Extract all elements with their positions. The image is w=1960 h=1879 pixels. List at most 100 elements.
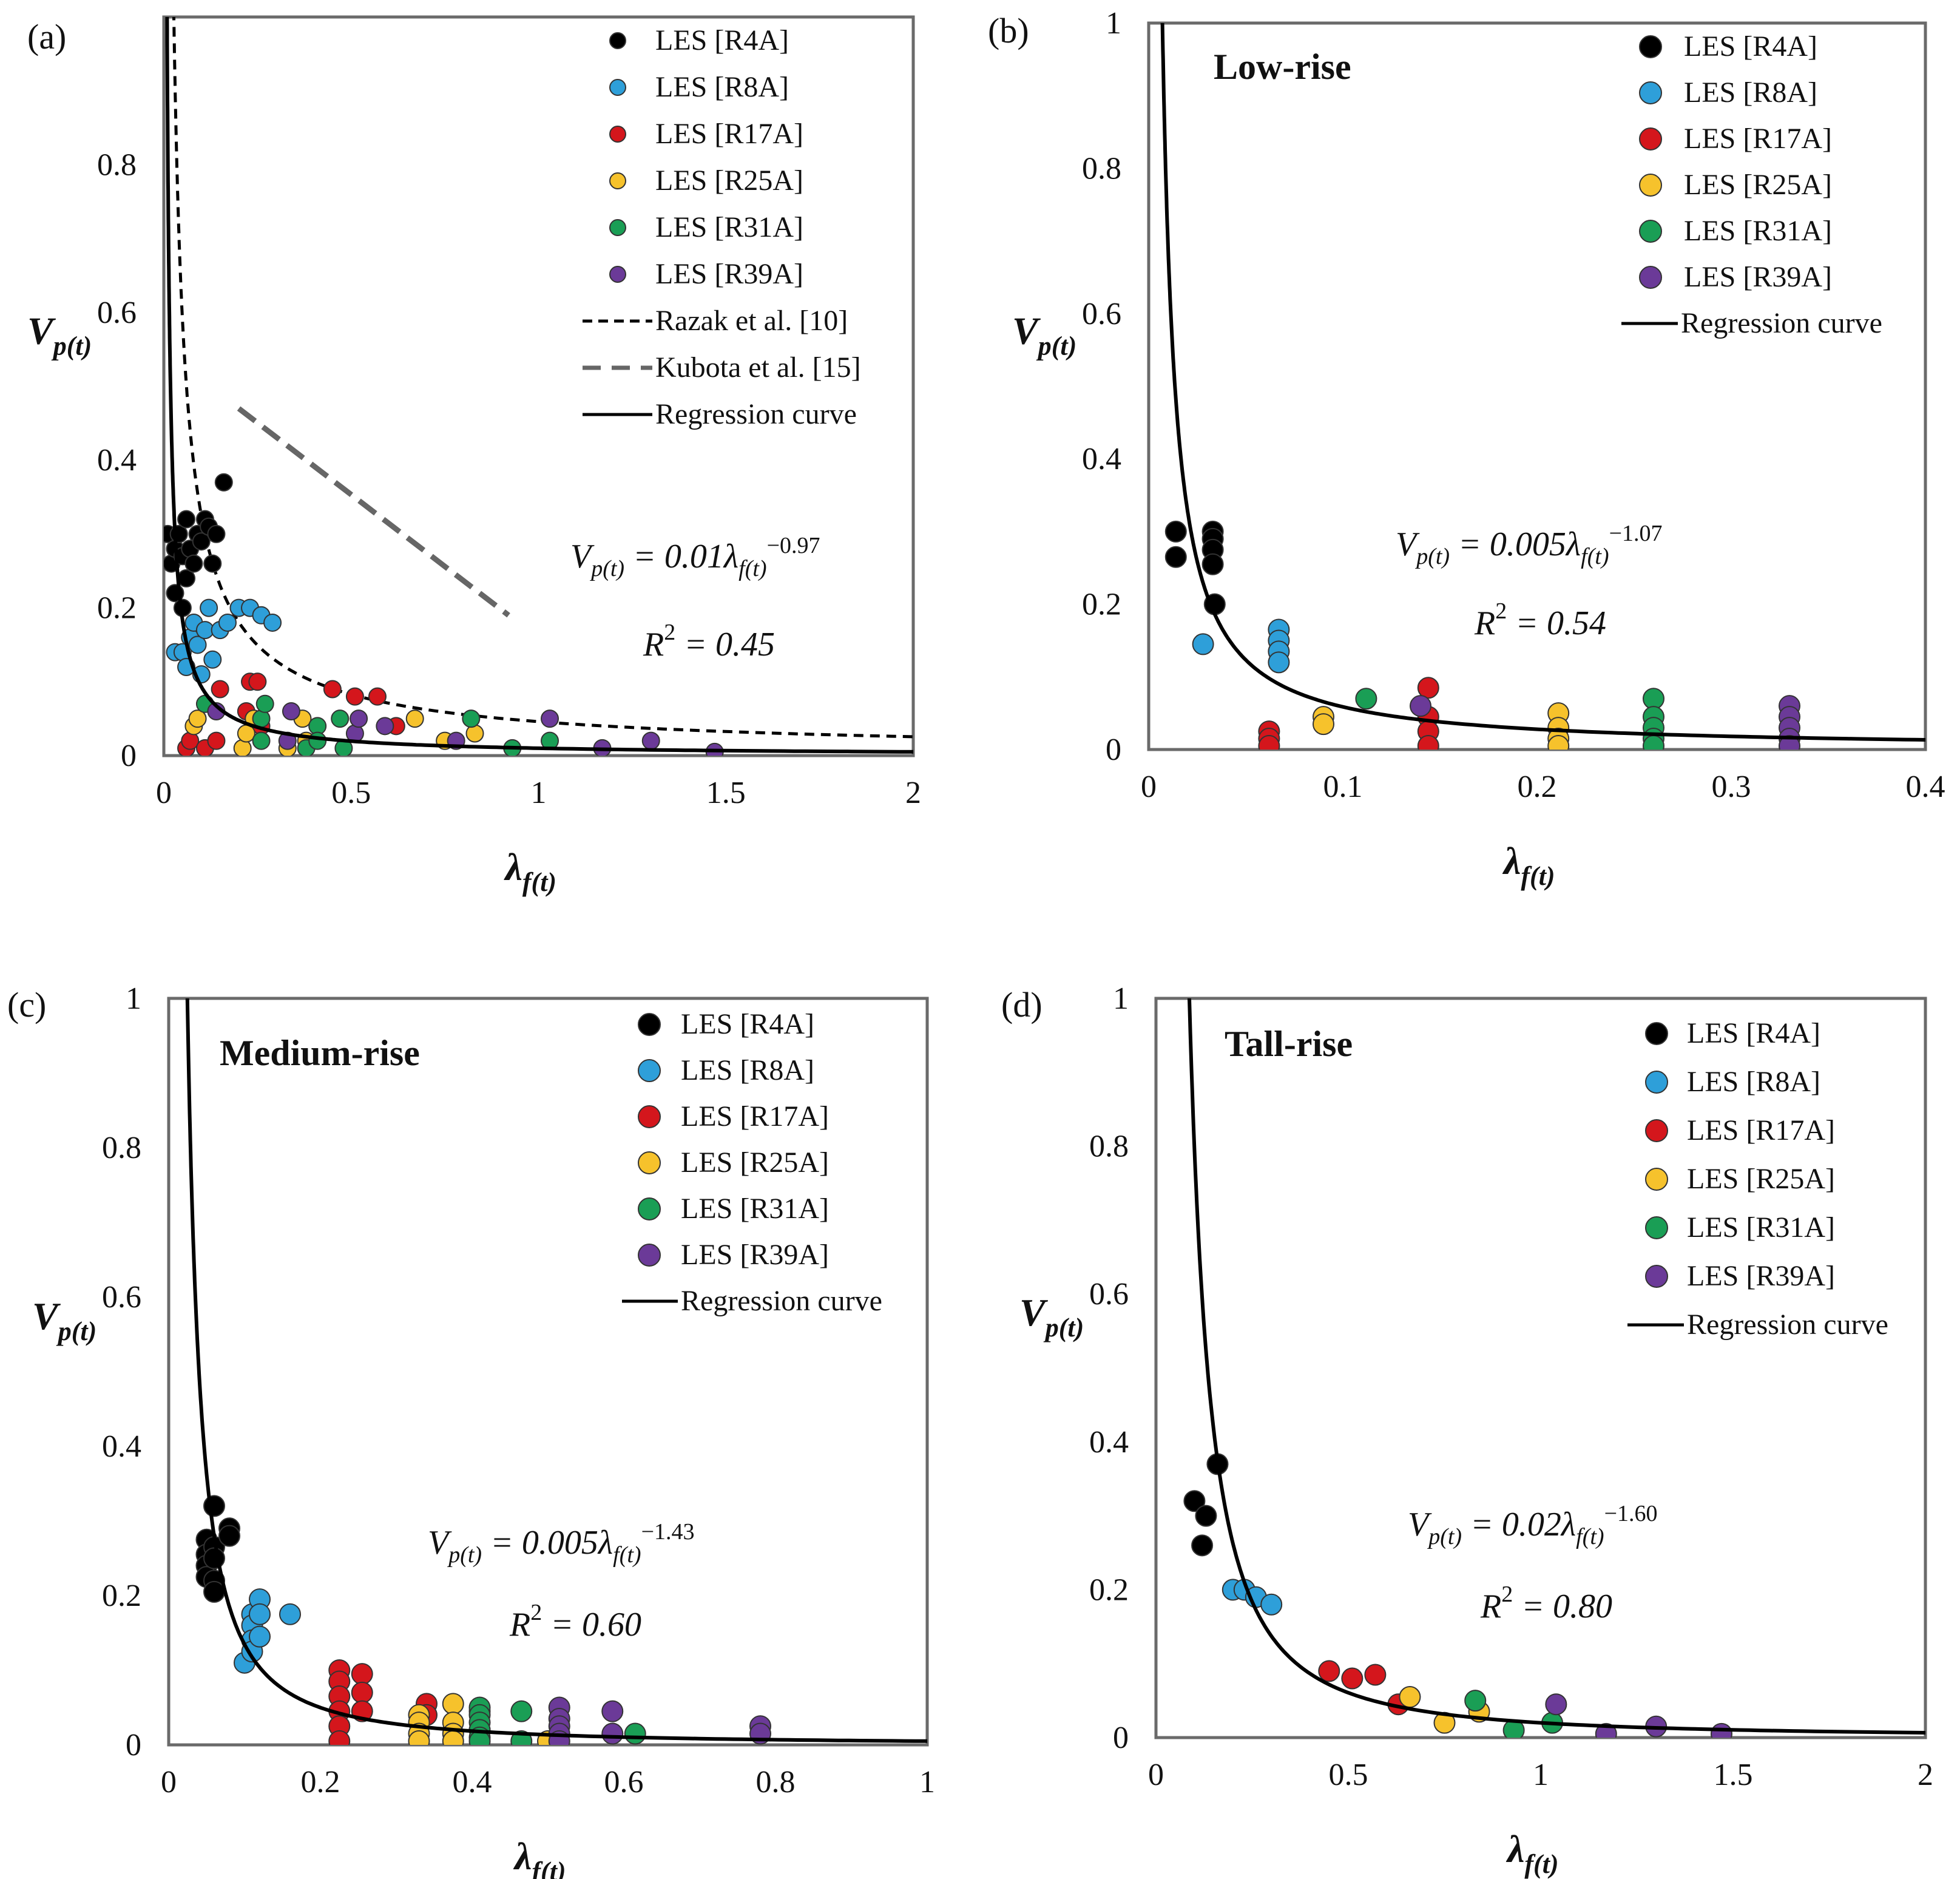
x-tick-label: 0: [161, 1765, 177, 1799]
legend-label: LES [R31A]: [681, 1193, 829, 1225]
panel-label: (b): [988, 11, 1029, 50]
data-point: [1547, 735, 1570, 750]
data-point: [203, 1580, 225, 1603]
panel-subtitle: Medium-rise: [220, 1033, 420, 1073]
data-point: [214, 473, 233, 492]
data-point: [279, 1603, 301, 1625]
r2-value: = 0.60: [542, 1606, 641, 1644]
x-axis-label-sub: f(t): [1521, 861, 1555, 891]
data-point: [541, 709, 559, 728]
x-tick-label: 2: [1918, 1758, 1933, 1792]
x-tick-label: 0.5: [1329, 1758, 1368, 1792]
eq-mid: = 0.005λ: [482, 1524, 613, 1562]
series-R4A: [1183, 1453, 1229, 1557]
data-point: [188, 635, 207, 654]
series-R39A: [207, 702, 724, 756]
data-point: [1643, 688, 1664, 710]
data-point: [1318, 1660, 1340, 1682]
x-axis-label-main: λ: [1505, 1827, 1524, 1871]
legend-label: LES [R25A]: [681, 1146, 829, 1179]
series-R4A: [1164, 520, 1226, 615]
data-point: [323, 680, 342, 699]
y-tick-label: 0.2: [1089, 1573, 1129, 1607]
series-R17A: [177, 672, 405, 756]
eq-exponent: −1.07: [1609, 521, 1663, 546]
y-axis-label: Vp(t): [1019, 1291, 1084, 1342]
legend: LES [R4A] LES [R8A] LES [R17A] LES [R25A] LE…: [1621, 30, 1882, 339]
data-point: [203, 1495, 225, 1517]
x-tick-label: 0.5: [331, 776, 371, 810]
data-point: [350, 709, 368, 728]
legend-label: LES [R8A]: [655, 71, 789, 103]
eq-mid: = 0.01λ: [624, 538, 738, 575]
legend-label: Regression curve: [1681, 307, 1882, 339]
data-point: [408, 1730, 430, 1745]
data-point: [184, 554, 203, 573]
legend-marker-R39A: [638, 1244, 661, 1267]
panel-label: (c): [7, 985, 46, 1024]
data-point: [331, 709, 350, 728]
legend-marker-R39A: [1645, 1265, 1668, 1288]
y-tick-label: 1: [1106, 6, 1121, 41]
data-point: [177, 510, 196, 529]
legend: LES [R4A] LES [R8A] LES [R17A] LES [R25A] LE…: [1627, 1017, 1888, 1341]
legend-label: LES [R4A]: [1687, 1017, 1820, 1049]
data-point: [211, 680, 229, 699]
data-point: [1545, 1693, 1567, 1716]
series-R8A: [234, 1588, 301, 1674]
regression-equation: Vp(t) = 0.005λf(t)−1.07: [1396, 521, 1663, 569]
legend: LES [R4A] LES [R8A] LES [R17A] LES [R25A] LE…: [622, 1008, 882, 1317]
data-point: [405, 709, 424, 728]
data-point: [207, 524, 226, 543]
regression-equation: Vp(t) = 0.005λf(t)−1.43: [428, 1519, 695, 1568]
legend-marker-R8A: [1639, 81, 1662, 104]
eq-prefix-sub: p(t): [447, 1542, 482, 1568]
x-tick-label: 2: [905, 776, 921, 810]
eq-prefix: V: [1396, 526, 1420, 563]
legend-marker-R17A: [609, 126, 626, 143]
x-axis-label-main: λ: [1502, 839, 1521, 882]
r2-value: = 0.45: [675, 626, 775, 663]
data-point: [1192, 633, 1214, 655]
y-tick-label: 0.8: [97, 147, 137, 182]
data-point: [641, 731, 660, 750]
series-R39A: [1545, 1693, 1732, 1738]
series-R8A: [1192, 618, 1290, 674]
y-axis-label-sub: p(t): [1036, 331, 1077, 361]
data-point: [351, 1663, 373, 1685]
data-point: [376, 717, 394, 736]
panel-c: 0 0.2 0.4 0.6 0.8 100.20.40.60.81Vp(t)λf(t)(c…: [7, 981, 935, 1879]
y-axis-label-sub: p(t): [56, 1316, 97, 1346]
x-axis-label: λf(t): [513, 1835, 566, 1879]
series-R4A: [164, 473, 233, 617]
plot-area: [164, 17, 913, 756]
y-axis-label-main: V: [32, 1295, 61, 1338]
legend-label: Regression curve: [1687, 1309, 1888, 1341]
legend-label: LES [R25A]: [1684, 169, 1832, 201]
panel-subtitle: Tall-rise: [1225, 1024, 1353, 1064]
legend-label: LES [R31A]: [1687, 1211, 1835, 1244]
panel-label: (d): [1001, 985, 1043, 1024]
y-axis-label: Vp(t): [27, 310, 92, 361]
data-point: [248, 672, 267, 691]
data-point: [1313, 713, 1334, 736]
x-axis-label: λf(t): [1502, 839, 1555, 891]
data-point: [368, 687, 387, 706]
regression-equation: Vp(t) = 0.01λf(t)−0.97: [570, 533, 820, 581]
x-tick-label: 0.2: [1518, 770, 1557, 804]
x-axis-label: λf(t): [504, 845, 557, 897]
y-tick-label: 0.2: [102, 1579, 141, 1613]
legend-marker-R39A: [1639, 266, 1662, 289]
legend-marker-R4A: [1645, 1022, 1668, 1045]
legend-label: LES [R17A]: [1684, 123, 1832, 155]
legend-label: LES [R39A]: [681, 1239, 829, 1271]
legend-marker-R4A: [1639, 35, 1662, 58]
data-point: [1464, 1690, 1487, 1712]
x-tick-label: 0.8: [756, 1765, 796, 1799]
x-tick-label: 0.6: [604, 1765, 644, 1799]
legend-label: Kubota et al. [15]: [655, 351, 861, 384]
x-axis-label-main: λ: [504, 845, 522, 889]
data-point: [255, 694, 274, 713]
data-point: [468, 1730, 491, 1745]
